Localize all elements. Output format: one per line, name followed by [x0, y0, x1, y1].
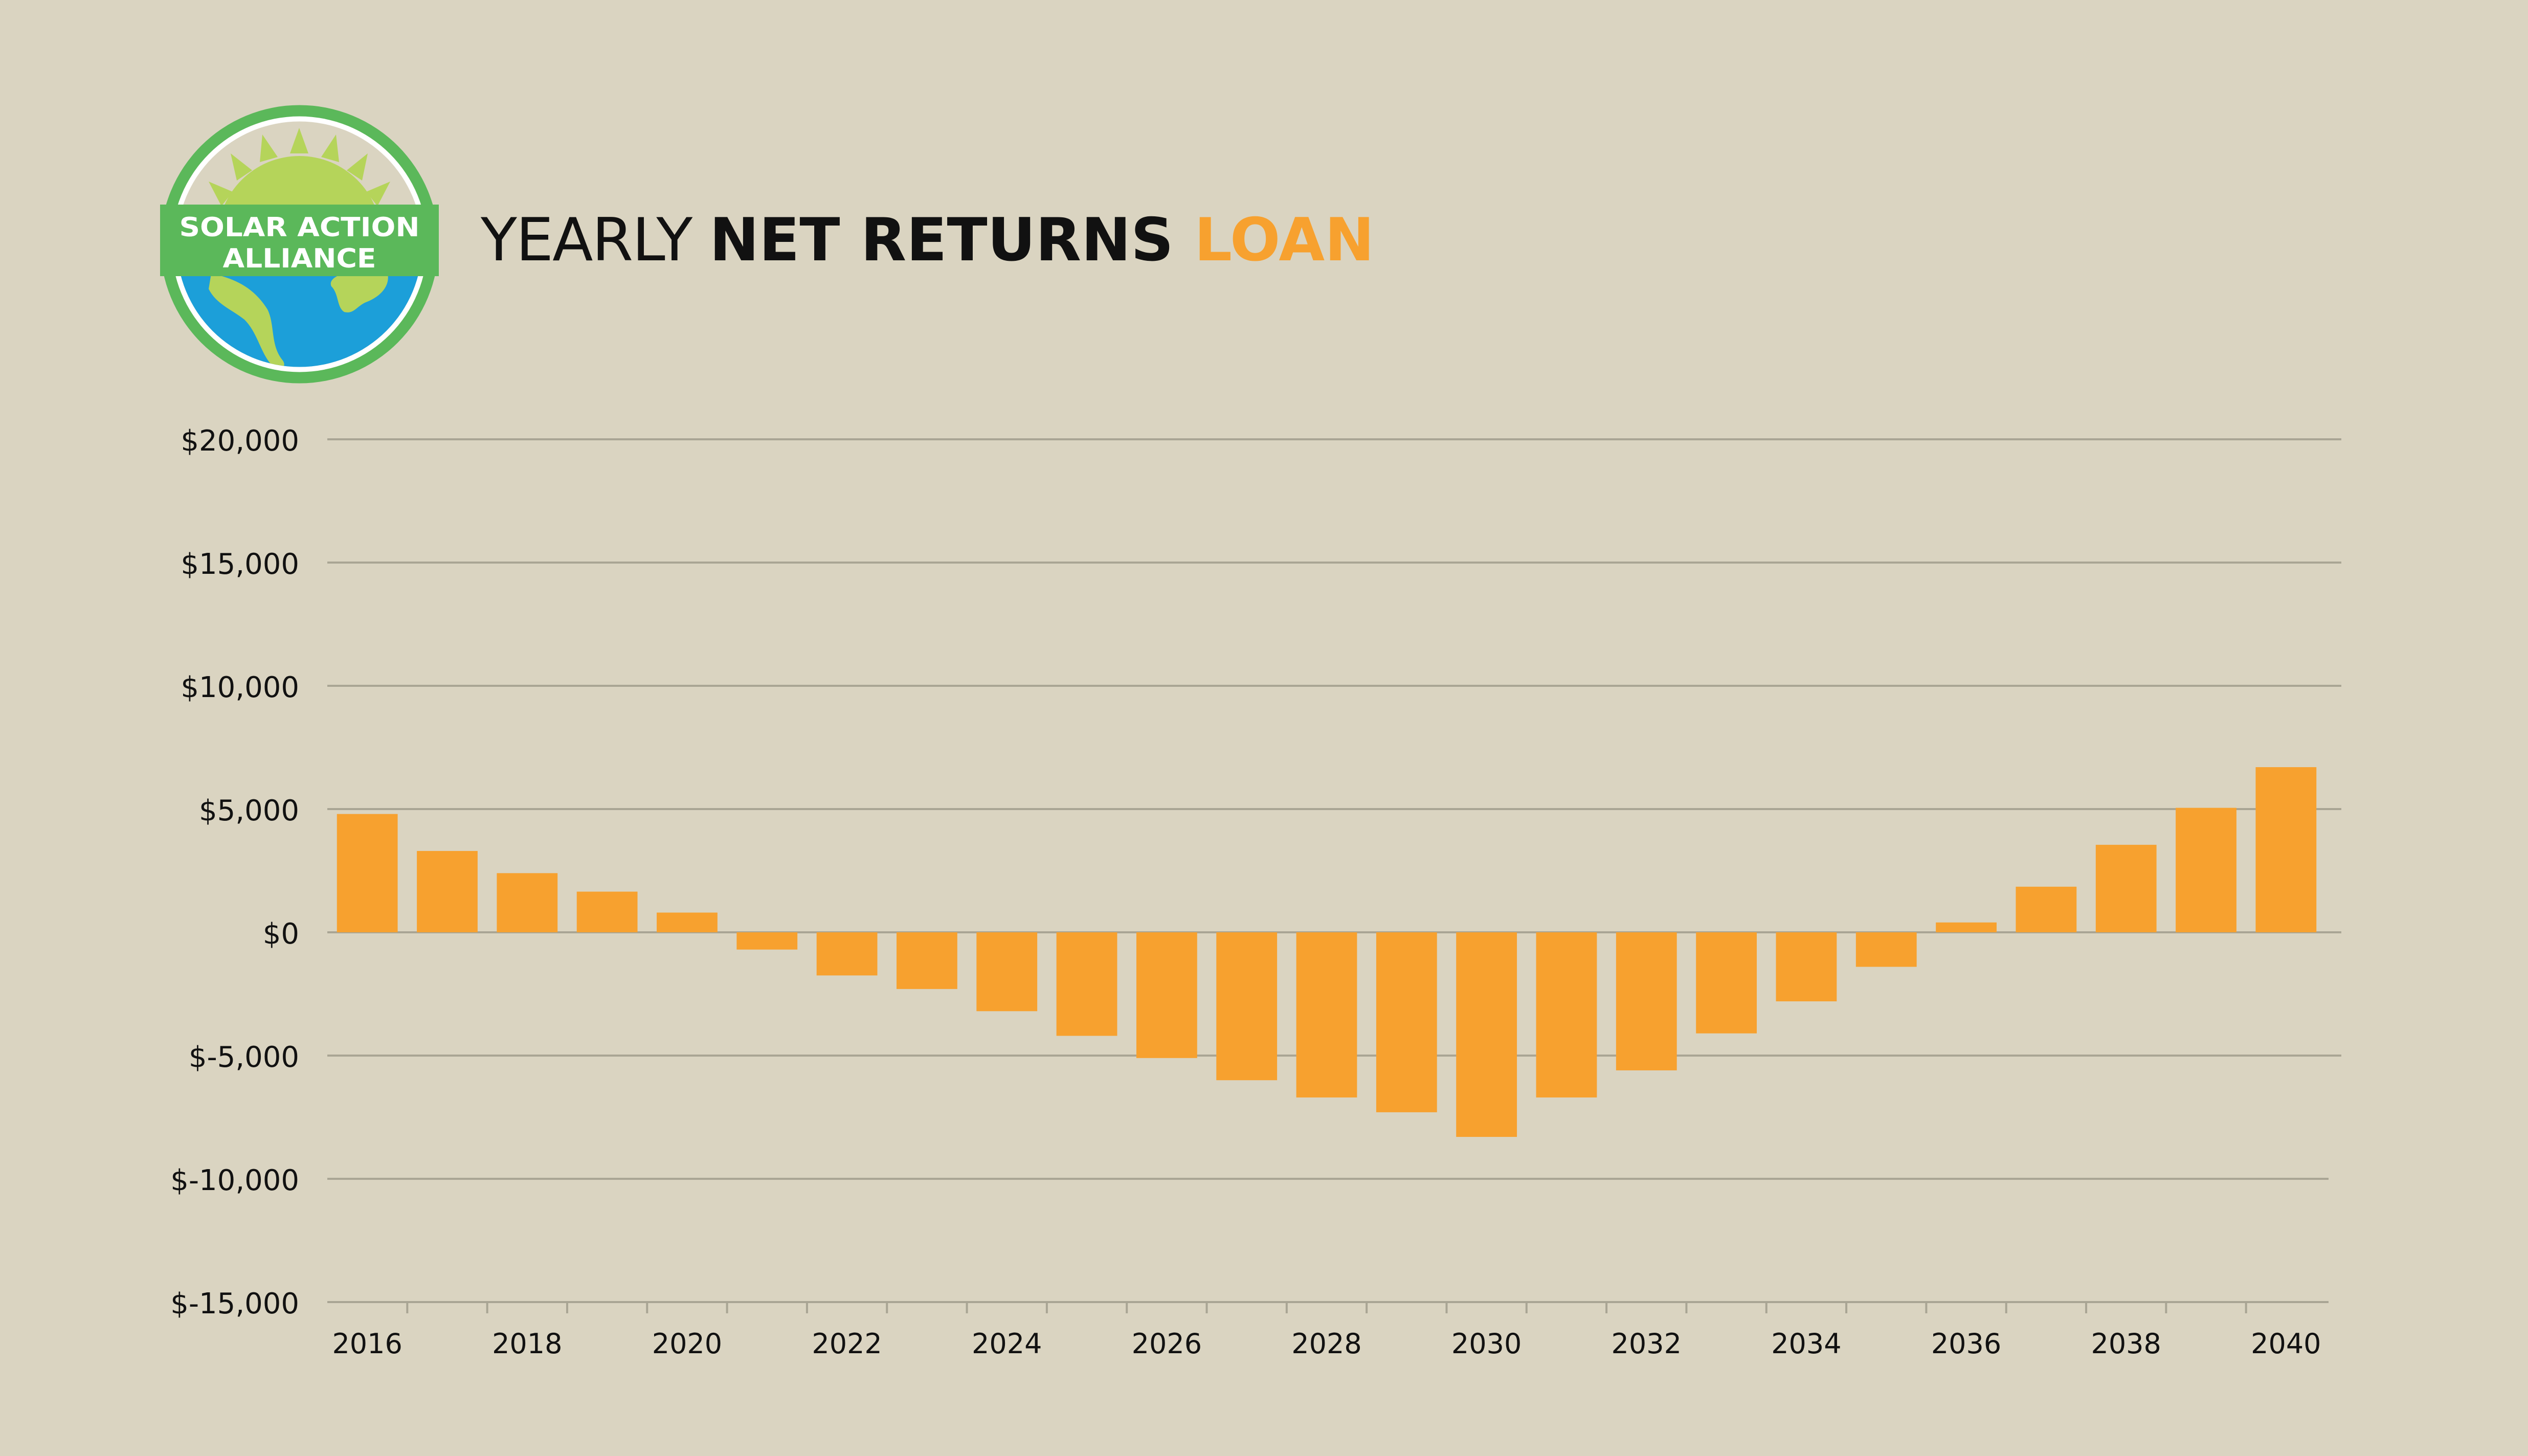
sun-rays-icon: [209, 128, 390, 206]
bars: [337, 767, 2317, 1137]
x-tick-label: 2016: [332, 1328, 402, 1360]
logo-banner: [160, 205, 439, 276]
bar-2023: [896, 932, 957, 989]
bar-2028: [1296, 932, 1357, 1097]
bar-2030: [1456, 932, 1517, 1137]
title-part-yearly: YEARLY: [481, 206, 710, 275]
x-tick-label: 2026: [1132, 1328, 1202, 1360]
bar-2027: [1216, 932, 1278, 1081]
y-tick-label: $15,000: [181, 548, 299, 581]
x-tick-label: 2022: [812, 1328, 882, 1360]
bar-2016: [337, 814, 398, 932]
logo-line2: ALLIANCE: [223, 243, 376, 274]
y-tick-label: $-10,000: [170, 1164, 299, 1197]
bar-2038: [2095, 844, 2157, 932]
x-tick-label: 2028: [1291, 1328, 1361, 1360]
bar-2020: [657, 912, 718, 932]
y-axis-labels: $20,000 $15,000 $10,000 $5,000 $0 $-5,000 $-10…: [170, 424, 299, 1320]
bar-2037: [2016, 886, 2077, 932]
bar-2018: [497, 873, 558, 932]
bar-2024: [976, 932, 1038, 1012]
x-tick-label: 2030: [1451, 1328, 1522, 1360]
bar-2040: [2255, 767, 2317, 932]
y-tick-label: $-5,000: [189, 1041, 299, 1074]
solar-action-alliance-logo: SOLAR ACTION ALLIANCE: [160, 105, 439, 384]
title-part-loan: LOAN: [1173, 206, 1375, 275]
bar-2021: [736, 932, 798, 950]
bar-2017: [417, 850, 478, 932]
gridlines: [327, 438, 2341, 1313]
y-tick-label: $20,000: [181, 424, 299, 458]
bar-2026: [1136, 932, 1197, 1058]
y-tick-label: $10,000: [181, 671, 299, 704]
y-tick-label: $-15,000: [170, 1287, 299, 1320]
x-tick-label: 2038: [2091, 1328, 2161, 1360]
title-part-net-returns: NET RETURNS: [709, 206, 1174, 275]
x-tick-label: 2024: [972, 1328, 1042, 1360]
bar-2032: [1616, 932, 1677, 1070]
x-tick-label: 2020: [652, 1328, 722, 1360]
bar-2036: [1936, 922, 1997, 932]
x-axis-labels: 2016 2018 2020 2022 2024 2026 2028 2030 2032 2034…: [332, 1328, 2321, 1360]
page-title: YEARLY NET RETURNS LOAN: [481, 197, 1374, 284]
bar-2034: [1776, 932, 1837, 1001]
x-tick-label: 2034: [1771, 1328, 1841, 1360]
bar-2022: [816, 932, 878, 976]
bar-2019: [576, 891, 638, 932]
bar-2035: [1855, 932, 1917, 967]
bar-2039: [2176, 808, 2236, 932]
bar-2031: [1536, 932, 1597, 1097]
bar-2025: [1056, 932, 1117, 1036]
bar-2033: [1696, 932, 1757, 1034]
x-tick-label: 2032: [1612, 1328, 1682, 1360]
x-tick-label: 2036: [1931, 1328, 2001, 1360]
x-tick-label: 2018: [492, 1328, 562, 1360]
y-tick-label: $5,000: [199, 794, 299, 827]
bar-2029: [1376, 932, 1437, 1112]
y-tick-label: $0: [263, 917, 299, 951]
continents-icon: [209, 274, 388, 367]
x-tick-label: 2040: [2251, 1328, 2321, 1360]
logo-line1: SOLAR ACTION: [180, 212, 420, 243]
